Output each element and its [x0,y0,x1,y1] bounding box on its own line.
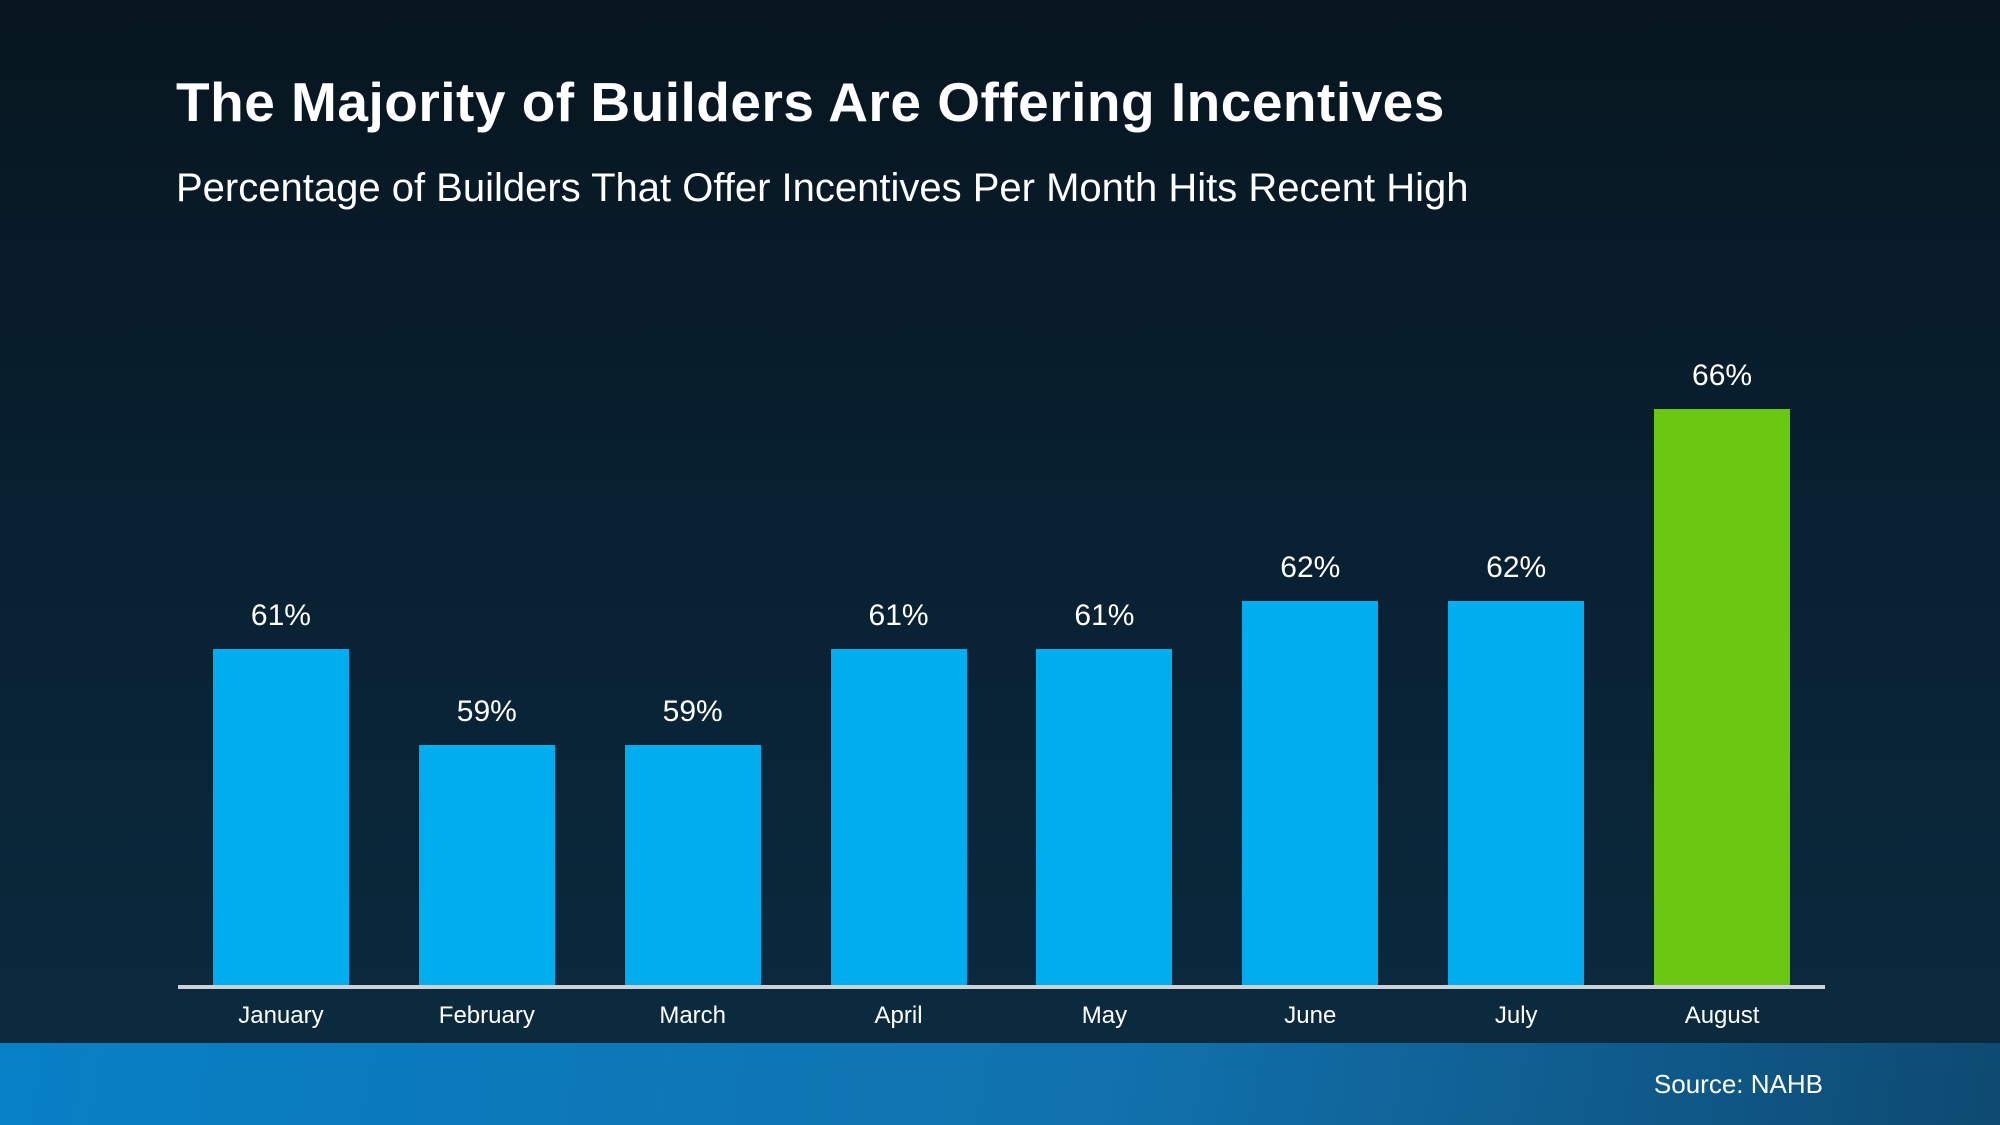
bar-value-label-april: 61% [868,599,929,632]
x-axis-label-august: August [1684,1002,1760,1029]
x-axis-line [178,985,1825,989]
bar-value-label-may: 61% [1074,599,1135,632]
bar-chart-plot-area: 61% 59% 59% 61% 61% 62% 62% 66% [178,0,1825,986]
bar-february [418,745,555,986]
bar-value-label-january: 61% [250,599,311,632]
bar-value-label-august: 66% [1692,359,1753,392]
chart-title: The Majority of Builders Are Offering In… [176,71,1445,133]
x-axis-labels-row: January February March April May June July Augu… [178,1002,1825,1030]
x-axis-label-january: January [238,1002,324,1029]
bar-june [1242,601,1379,986]
bar-march [624,745,761,986]
chart-subtitle: Percentage of Builders That Offer Incent… [176,166,1469,210]
x-axis-label-april: April [874,1002,923,1029]
bar-slot-april: 61% [796,599,1002,986]
bar-slot-august: 66% [1619,359,1825,986]
bar-may [1036,649,1173,986]
bar-slot-february: 59% [384,695,590,986]
bar-slot-january: 61% [178,599,384,986]
bar-slot-march: 59% [590,695,796,986]
x-axis-label-may: May [1081,1002,1128,1029]
source-attribution: Source: NAHB [1653,1068,1823,1099]
bar-august [1654,409,1791,986]
bar-value-label-march: 59% [662,695,723,728]
bar-april [830,649,967,986]
bar-july [1448,601,1585,986]
x-axis-label-july: July [1494,1002,1538,1029]
bar-slot-june: 62% [1207,551,1413,986]
x-axis-label-march: March [659,1002,727,1029]
bar-slot-may: 61% [1002,599,1208,986]
x-axis-label-february: February [438,1002,535,1029]
bar-value-label-june: 62% [1280,551,1341,584]
bar-value-label-july: 62% [1486,551,1547,584]
x-axis-label-june: June [1284,1002,1337,1029]
bar-value-label-february: 59% [456,695,517,728]
bar-january [212,649,349,986]
footer-band: Source: NAHB [0,1043,2000,1125]
bar-slot-july: 62% [1413,551,1619,986]
